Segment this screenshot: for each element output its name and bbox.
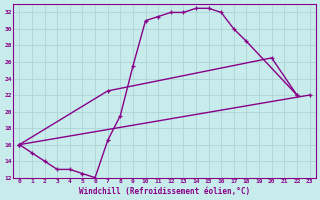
- X-axis label: Windchill (Refroidissement éolien,°C): Windchill (Refroidissement éolien,°C): [79, 187, 250, 196]
